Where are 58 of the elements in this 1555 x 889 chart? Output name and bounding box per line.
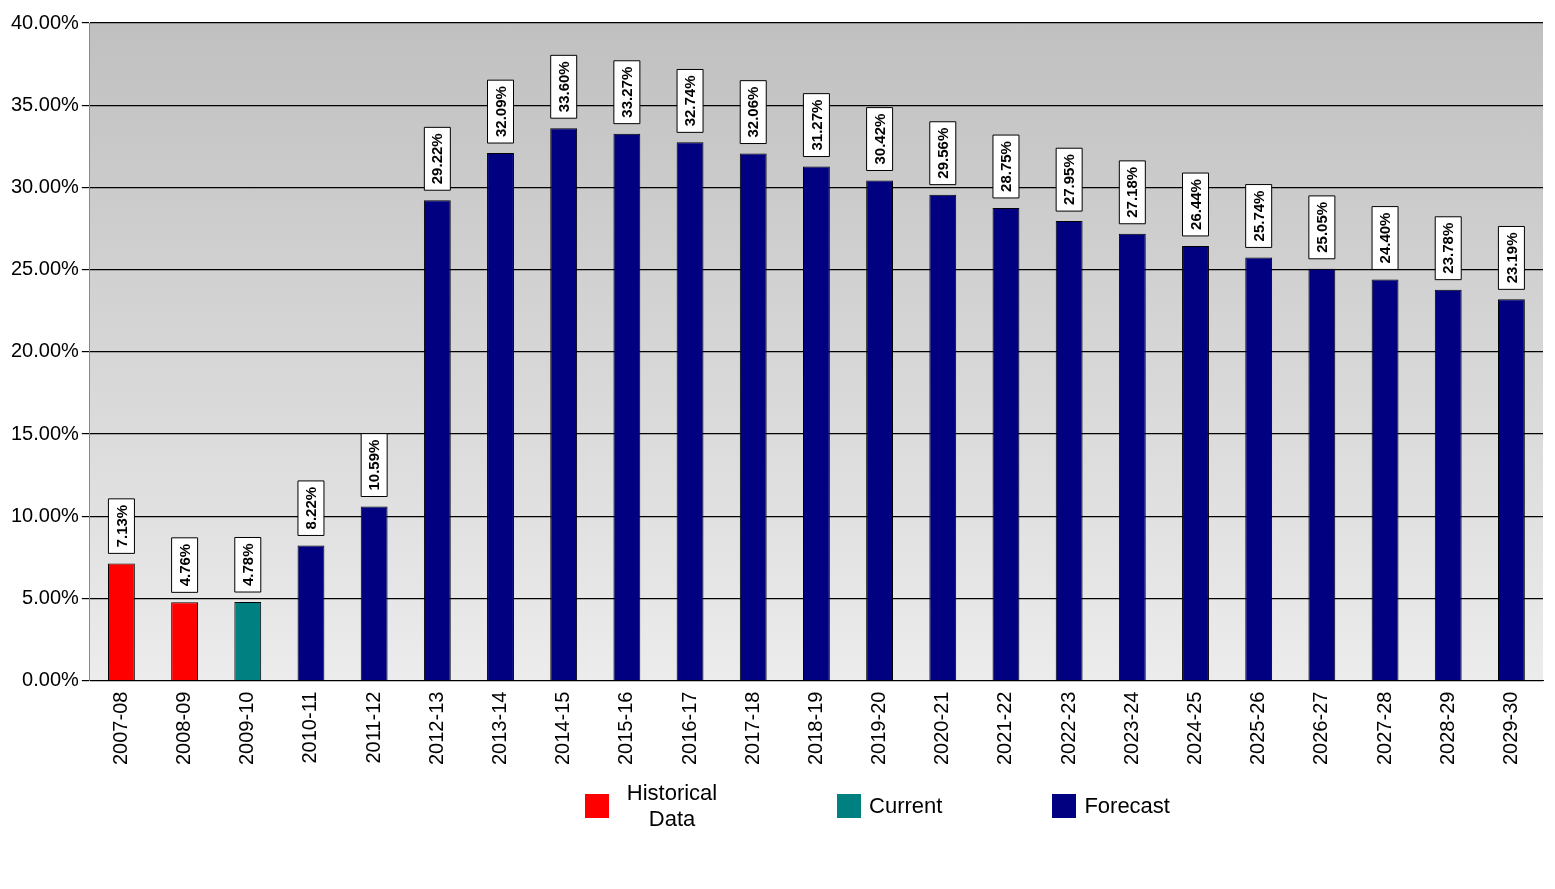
data-label: 25.05% — [1313, 201, 1331, 253]
data-label: 27.18% — [1123, 166, 1141, 218]
y-tick-label: 15.00% — [10, 421, 80, 444]
x-tick-label: 2022-23 — [1056, 691, 1079, 766]
data-label: 24.40% — [1376, 212, 1394, 264]
data-label: 33.60% — [554, 61, 572, 113]
data-label: 32.06% — [744, 86, 762, 138]
x-tick-label: 2009-10 — [235, 691, 258, 766]
x-tick-label: 2015-16 — [614, 691, 637, 766]
data-label: 33.27% — [618, 66, 636, 118]
data-label: 23.78% — [1439, 222, 1457, 274]
legend-label: Current — [869, 793, 943, 819]
data-label: 31.27% — [807, 99, 825, 151]
data-label: 4.76% — [175, 543, 193, 587]
x-tick-label: 2020-21 — [930, 691, 953, 766]
x-tick-label: 2025-26 — [1246, 691, 1269, 766]
y-tick-label: 40.00% — [10, 10, 80, 33]
data-label: 4.78% — [238, 543, 256, 587]
y-tick-label: 10.00% — [10, 503, 80, 526]
data-label: 8.22% — [302, 486, 320, 530]
x-tick-label: 2014-15 — [551, 691, 574, 766]
x-tick-label: 2029-30 — [1498, 691, 1521, 766]
legend-label: Historical Data — [625, 780, 719, 832]
x-tick-label: 2012-13 — [424, 691, 447, 766]
y-tick-label: 5.00% — [22, 585, 80, 608]
x-tick-label: 2018-19 — [803, 691, 826, 766]
x-tick-label: 2010-11 — [298, 691, 321, 764]
data-label: 30.42% — [870, 113, 888, 165]
x-tick-label: 2024-25 — [1183, 691, 1206, 766]
data-label: 25.74% — [1249, 190, 1267, 242]
data-label: 32.09% — [491, 86, 509, 138]
data-label: 23.19% — [1502, 232, 1520, 284]
data-label: 27.95% — [1060, 154, 1078, 206]
x-tick-label: 2008-09 — [172, 691, 195, 766]
legend-label: Forecast — [1084, 793, 1170, 819]
y-tick-label: 20.00% — [10, 339, 80, 362]
x-tick-label: 2021-22 — [993, 691, 1016, 766]
y-tick-label: 35.00% — [10, 92, 80, 115]
data-label: 32.74% — [681, 75, 699, 127]
y-tick-label: 0.00% — [22, 668, 80, 691]
data-label: 29.56% — [933, 127, 951, 179]
data-label: 10.59% — [365, 439, 383, 491]
x-tick-label: 2028-29 — [1435, 691, 1458, 766]
x-tick-label: 2027-28 — [1372, 691, 1395, 766]
x-tick-label: 2019-20 — [867, 691, 890, 766]
x-tick-label: 2011-12 — [361, 691, 384, 764]
x-tick-label: 2016-17 — [677, 691, 700, 766]
x-tick-label: 2007-08 — [108, 691, 131, 766]
data-label: 28.75% — [997, 141, 1015, 192]
y-tick-label: 25.00% — [10, 257, 80, 280]
data-label: 7.13% — [112, 504, 130, 548]
data-label: 29.22% — [428, 133, 446, 185]
x-tick-label: 2017-18 — [740, 691, 763, 766]
x-tick-label: 2026-27 — [1309, 691, 1332, 766]
x-tick-label: 2023-24 — [1119, 691, 1142, 766]
y-tick-label: 30.00% — [10, 174, 80, 197]
data-label: 26.44% — [1186, 179, 1204, 230]
x-tick-label: 2013-14 — [488, 691, 511, 766]
